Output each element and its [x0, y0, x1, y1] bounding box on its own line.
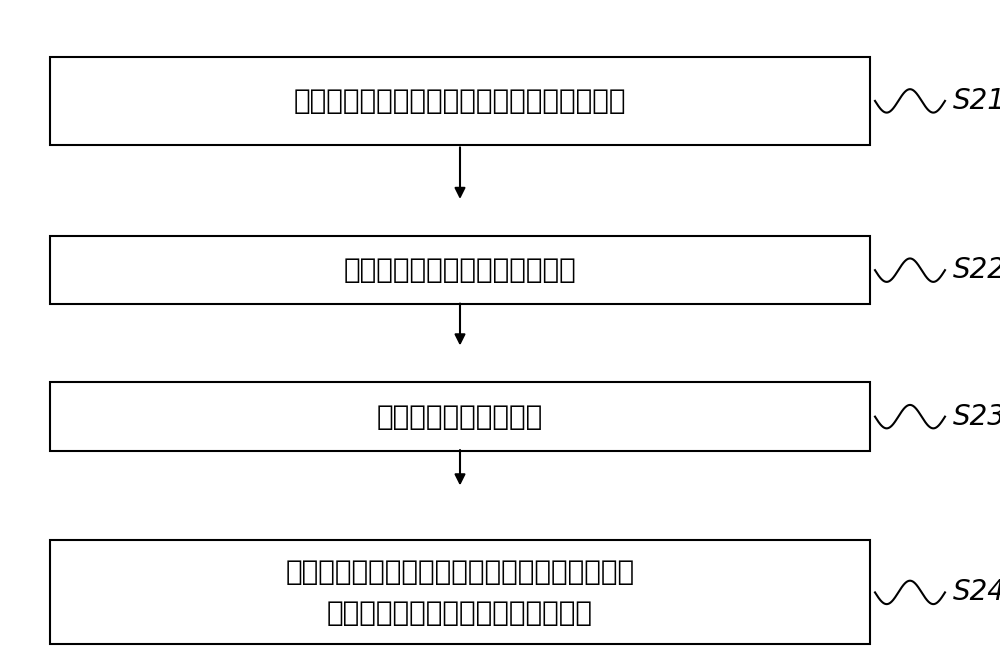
Text: S23: S23: [953, 402, 1000, 431]
Text: S24: S24: [953, 578, 1000, 607]
Text: 在基材表面用油墨印制油墨图案: 在基材表面用油墨印制油墨图案: [344, 256, 576, 284]
Text: S21: S21: [953, 87, 1000, 115]
FancyBboxPatch shape: [50, 383, 870, 450]
Text: 选择可粘附基材，且可粘附低熔点金属的油墨: 选择可粘附基材，且可粘附低熔点金属的油墨: [294, 87, 626, 115]
FancyBboxPatch shape: [50, 57, 870, 145]
Text: 在基材表面印刷低熔点金属，仅油墨图案上覆盖
有低熔点金属，得到低熔点金属图案: 在基材表面印刷低熔点金属，仅油墨图案上覆盖 有低熔点金属，得到低熔点金属图案: [285, 558, 635, 627]
Text: S22: S22: [953, 256, 1000, 284]
FancyBboxPatch shape: [50, 540, 870, 644]
FancyBboxPatch shape: [50, 236, 870, 305]
Text: 使基材表面的油墨固化: 使基材表面的油墨固化: [377, 402, 543, 431]
